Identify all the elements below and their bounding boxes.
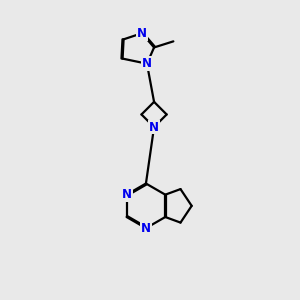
Text: N: N	[137, 27, 147, 40]
Text: N: N	[141, 222, 151, 235]
Text: N: N	[122, 188, 132, 201]
Text: N: N	[149, 121, 159, 134]
Text: N: N	[142, 57, 152, 70]
